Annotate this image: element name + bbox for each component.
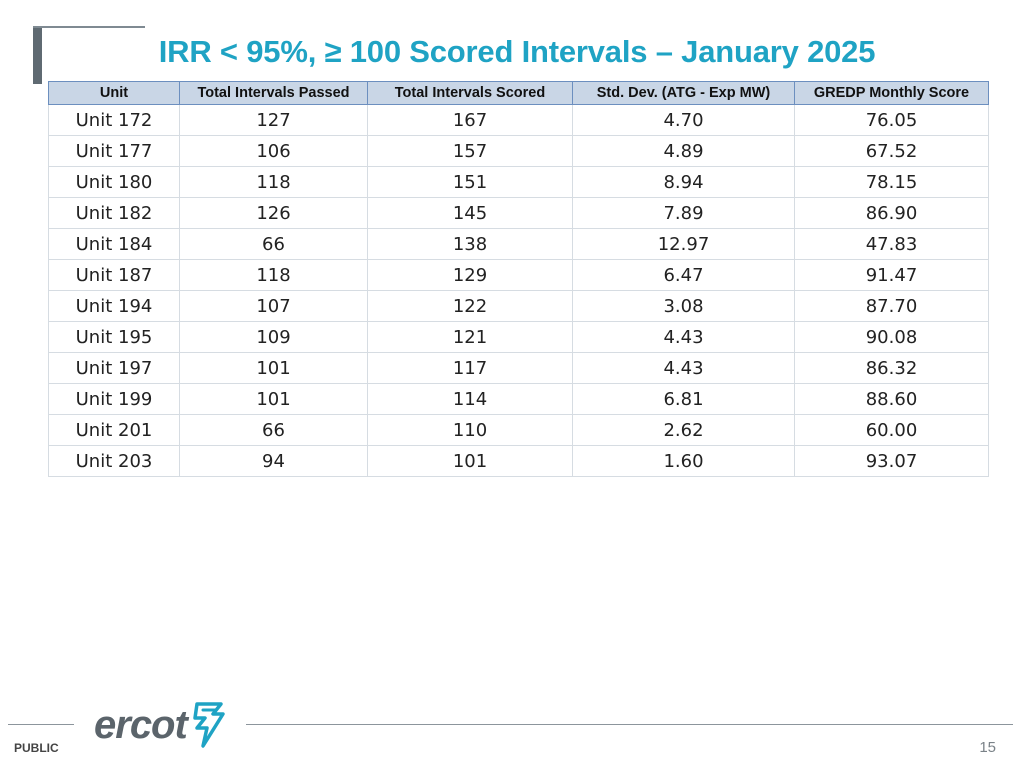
table-row: Unit 195 109 121 4.43 90.08: [48, 321, 989, 353]
cell-std-dev: 8.94: [572, 166, 795, 198]
cell-intervals-passed: 109: [179, 321, 368, 353]
cell-monthly-score: 86.32: [794, 352, 989, 384]
cell-unit: Unit 194: [48, 290, 180, 322]
cell-intervals-passed: 118: [179, 166, 368, 198]
cell-std-dev: 4.43: [572, 321, 795, 353]
cell-std-dev: 6.81: [572, 383, 795, 415]
cell-monthly-score: 86.90: [794, 197, 989, 229]
cell-unit: Unit 180: [48, 166, 180, 198]
cell-unit: Unit 172: [48, 104, 180, 136]
cell-intervals-passed: 126: [179, 197, 368, 229]
cell-unit: Unit 195: [48, 321, 180, 353]
cell-std-dev: 12.97: [572, 228, 795, 260]
cell-intervals-passed: 66: [179, 228, 368, 260]
cell-std-dev: 1.60: [572, 445, 795, 477]
cell-intervals-passed: 101: [179, 383, 368, 415]
cell-intervals-passed: 107: [179, 290, 368, 322]
slide-title: IRR < 95%, ≥ 100 Scored Intervals – Janu…: [158, 34, 876, 69]
cell-unit: Unit 203: [48, 445, 180, 477]
cell-monthly-score: 67.52: [794, 135, 989, 167]
page-number: 15: [979, 739, 996, 756]
table-row: Unit 197 101 117 4.43 86.32: [48, 352, 989, 384]
cell-intervals-passed: 118: [179, 259, 368, 291]
corner-bracket-line: [33, 26, 145, 28]
cell-intervals-scored: 157: [367, 135, 573, 167]
cell-unit: Unit 184: [48, 228, 180, 260]
cell-intervals-scored: 114: [367, 383, 573, 415]
cell-intervals-scored: 138: [367, 228, 573, 260]
footer-divider-left: [8, 724, 74, 725]
table-row: Unit 177 106 157 4.89 67.52: [48, 135, 989, 167]
cell-monthly-score: 87.70: [794, 290, 989, 322]
cell-monthly-score: 47.83: [794, 228, 989, 260]
classification-label: PUBLIC: [14, 741, 59, 755]
cell-unit: Unit 177: [48, 135, 180, 167]
cell-unit: Unit 187: [48, 259, 180, 291]
header-row: Unit Total Intervals Passed Total Interv…: [48, 81, 989, 105]
ercot-logo: ercot: [94, 700, 227, 750]
table-row: Unit 203 94 101 1.60 93.07: [48, 445, 989, 477]
cell-intervals-passed: 127: [179, 104, 368, 136]
cell-intervals-scored: 145: [367, 197, 573, 229]
cell-std-dev: 7.89: [572, 197, 795, 229]
table-body: Unit 172 127 167 4.70 76.05 Unit 177 106 157 4.8…: [48, 104, 989, 477]
cell-monthly-score: 88.60: [794, 383, 989, 415]
footer-divider-right: [246, 724, 1013, 725]
cell-monthly-score: 91.47: [794, 259, 989, 291]
cell-monthly-score: 78.15: [794, 166, 989, 198]
column-header-intervals-scored: Total Intervals Scored: [367, 81, 573, 105]
cell-intervals-scored: 151: [367, 166, 573, 198]
cell-std-dev: 3.08: [572, 290, 795, 322]
table-header: Unit Total Intervals Passed Total Interv…: [48, 81, 989, 105]
cell-monthly-score: 60.00: [794, 414, 989, 446]
table-row: Unit 199 101 114 6.81 88.60: [48, 383, 989, 415]
column-header-monthly-score: GREDP Monthly Score: [794, 81, 989, 105]
cell-intervals-passed: 101: [179, 352, 368, 384]
cell-intervals-scored: 167: [367, 104, 573, 136]
cell-monthly-score: 93.07: [794, 445, 989, 477]
cell-std-dev: 4.43: [572, 352, 795, 384]
cell-unit: Unit 182: [48, 197, 180, 229]
cell-intervals-scored: 121: [367, 321, 573, 353]
table-row: Unit 184 66 138 12.97 47.83: [48, 228, 989, 260]
cell-intervals-scored: 110: [367, 414, 573, 446]
cell-std-dev: 2.62: [572, 414, 795, 446]
ercot-lightning-mark-icon: [193, 702, 225, 748]
cell-monthly-score: 76.05: [794, 104, 989, 136]
cell-intervals-scored: 129: [367, 259, 573, 291]
cell-std-dev: 6.47: [572, 259, 795, 291]
table-row: Unit 182 126 145 7.89 86.90: [48, 197, 989, 229]
column-header-std-dev: Std. Dev. (ATG - Exp MW): [572, 81, 795, 105]
cell-intervals-passed: 94: [179, 445, 368, 477]
table-row: Unit 187 118 129 6.47 91.47: [48, 259, 989, 291]
cell-intervals-scored: 101: [367, 445, 573, 477]
cell-std-dev: 4.89: [572, 135, 795, 167]
cell-unit: Unit 199: [48, 383, 180, 415]
table-row: Unit 172 127 167 4.70 76.05: [48, 104, 989, 136]
cell-intervals-scored: 117: [367, 352, 573, 384]
cell-std-dev: 4.70: [572, 104, 795, 136]
cell-intervals-passed: 66: [179, 414, 368, 446]
cell-unit: Unit 197: [48, 352, 180, 384]
cell-intervals-passed: 106: [179, 135, 368, 167]
cell-intervals-scored: 122: [367, 290, 573, 322]
cell-monthly-score: 90.08: [794, 321, 989, 353]
column-header-intervals-passed: Total Intervals Passed: [179, 81, 368, 105]
table-row: Unit 201 66 110 2.62 60.00: [48, 414, 989, 446]
cell-unit: Unit 201: [48, 414, 180, 446]
table-row: Unit 180 118 151 8.94 78.15: [48, 166, 989, 198]
corner-bracket-decoration: [33, 26, 42, 84]
table-row: Unit 194 107 122 3.08 87.70: [48, 290, 989, 322]
units-table: Unit Total Intervals Passed Total Interv…: [48, 81, 989, 477]
column-header-unit: Unit: [48, 81, 180, 105]
logo-wordmark: ercot: [94, 703, 188, 747]
